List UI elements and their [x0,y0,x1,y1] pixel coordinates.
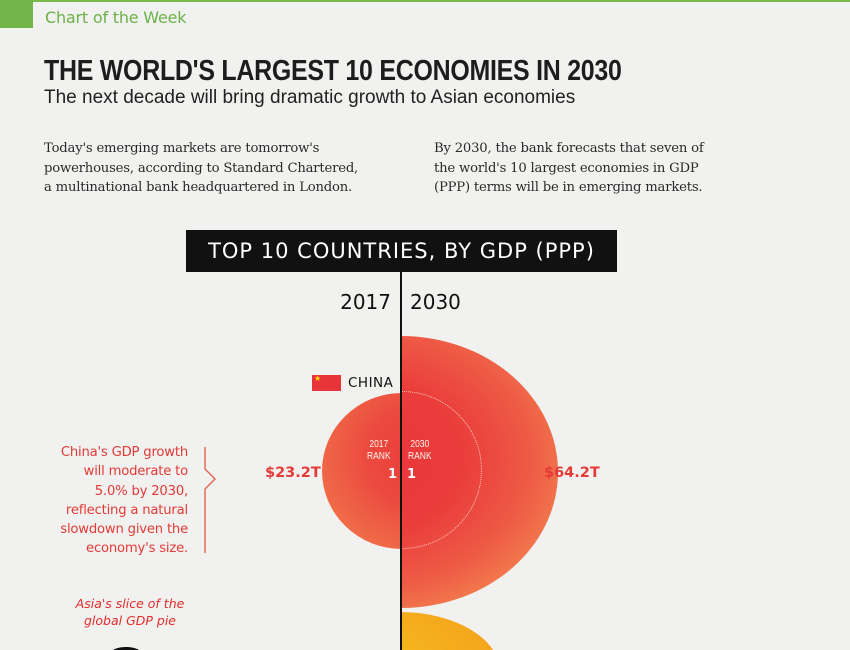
flag-star-icon: ★ [314,374,322,383]
gdp-value-2030: $64.2T [544,465,600,481]
pie-chart-icon [112,647,140,650]
kicker-label: Chart of the Week [45,8,187,27]
chart-title-banner: TOP 10 COUNTRIES, BY GDP (PPP) [186,230,617,272]
china-flag-icon: ★ [312,375,341,391]
year-divider-line [400,272,402,650]
rank-label-2030: 2030 RANK [408,439,432,462]
page-title: THE WORLD'S LARGEST 10 ECONOMIES IN 2030 [44,55,622,87]
year-label-2017: 2017 [340,290,391,314]
top-rule [0,0,850,2]
asia-gdp-note: Asia's slice of the global GDP pie [75,596,185,628]
brace-icon [204,447,216,553]
page-subtitle: The next decade will bring dramatic grow… [44,87,576,108]
intro-paragraph-left: Today's emerging markets are tomorrow's … [44,141,359,195]
rank-value-2017: 1 [388,467,398,482]
china-growth-note: China's GDP growth will moderate to 5.0%… [60,445,188,557]
country-name: CHINA [348,375,394,391]
brand-tab [0,0,33,28]
rank-value-2030: 1 [407,467,417,482]
rank-label-2017: 2017 RANK [367,439,391,462]
year-label-2030: 2030 [410,290,461,314]
gdp-value-2017: $23.2T [265,465,321,481]
intro-paragraph-right: By 2030, the bank forecasts that seven o… [434,141,704,195]
